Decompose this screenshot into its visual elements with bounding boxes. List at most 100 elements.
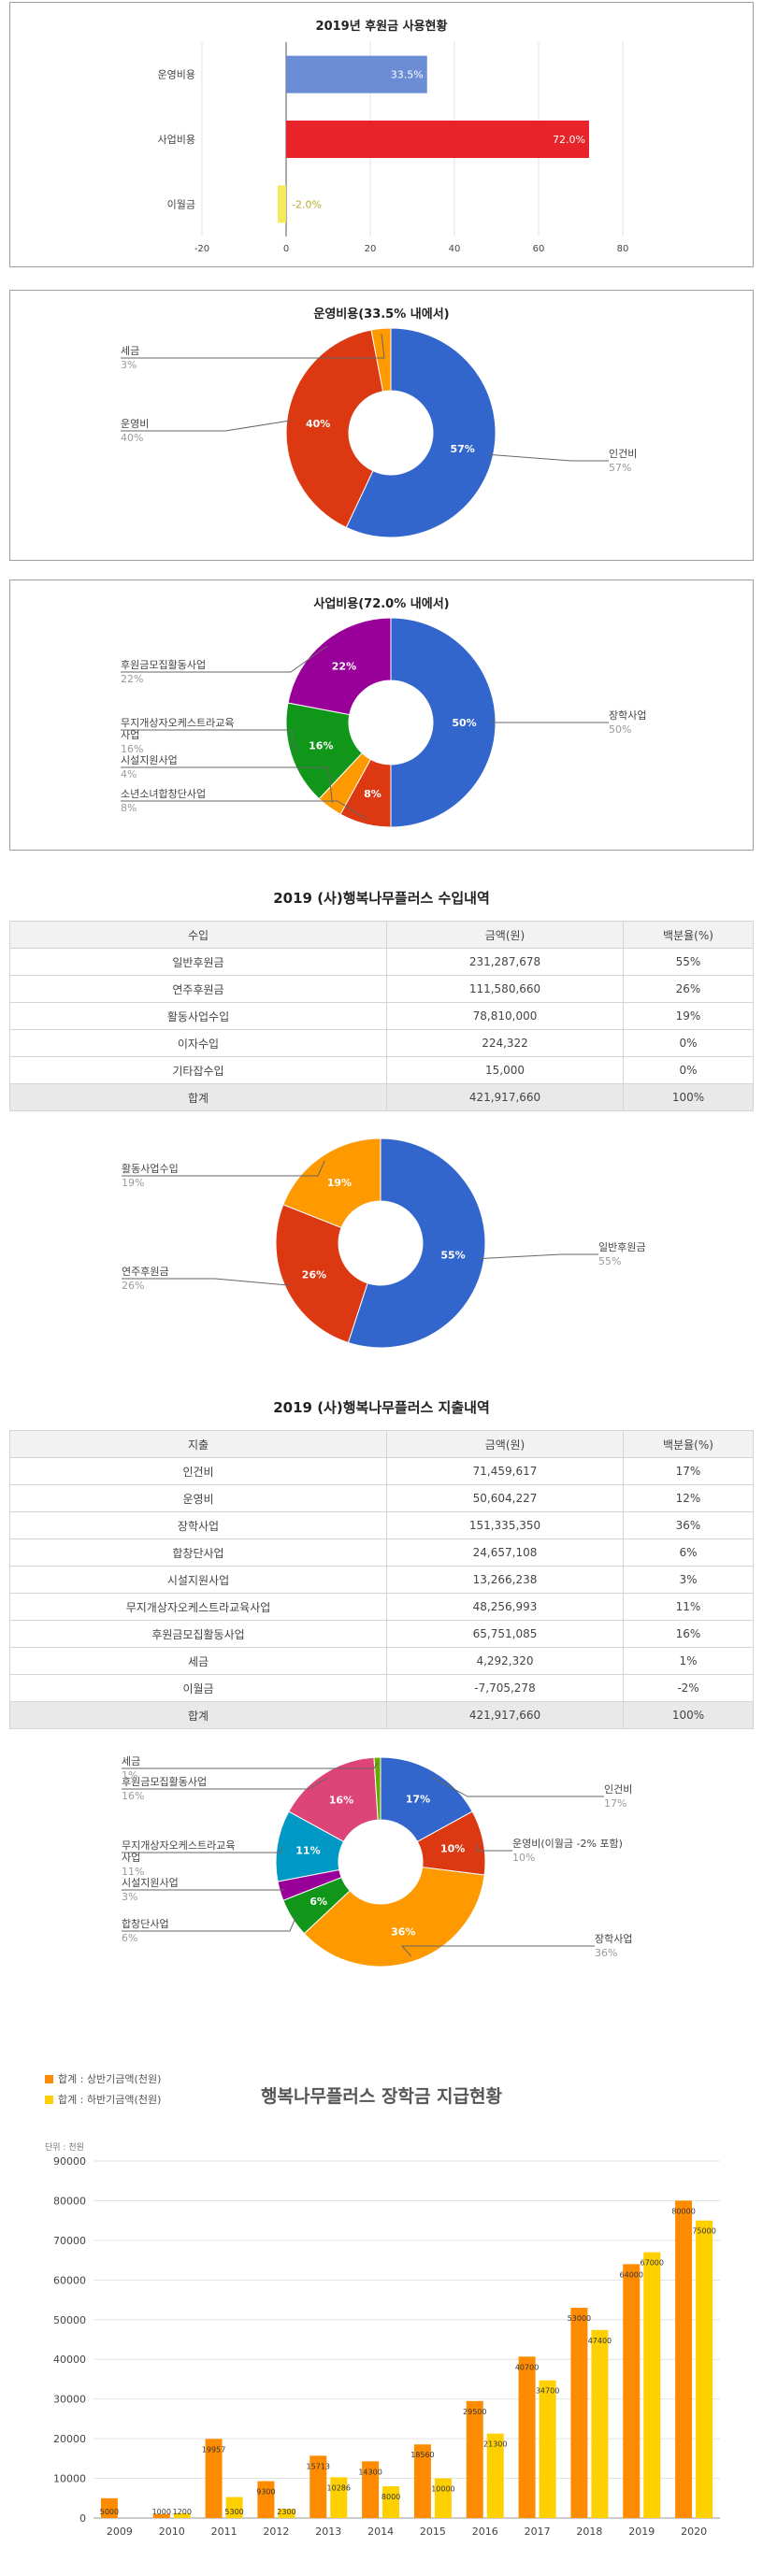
header-cell: 금액(원) [386, 1430, 624, 1458]
table-cell: 151,335,350 [386, 1511, 624, 1539]
callout-line [122, 1762, 379, 1769]
table-cell: 36% [623, 1511, 754, 1539]
tick-label: 20 [365, 244, 377, 254]
bar [100, 2497, 118, 2518]
table-cell: 1% [623, 1647, 754, 1675]
table-cell: 71,459,617 [386, 1457, 624, 1485]
bar [696, 2220, 713, 2518]
table-row: 이자수입 224,322 0% [9, 1029, 754, 1057]
pie-slice [345, 327, 497, 538]
data-label: 14300 [358, 2468, 382, 2476]
operating-pie-panel: 운영비용(33.5% 내에서) 57% 40% 인건비 57% 운영비 40% 세금 3% [9, 290, 754, 561]
slice-label: 11% [295, 1845, 320, 1857]
legend-label: 합계 : 상반기금액(천원) [58, 2073, 162, 2085]
bar [518, 2356, 536, 2518]
table-cell: 인건비 [9, 1457, 387, 1485]
table-cell: 6% [623, 1538, 754, 1567]
data-label: 33.5% [391, 69, 424, 81]
usage-chart-panel: 2019년 후원금 사용현황 -20 0 20 40 60 80 운영비용 33.5% 사업비용… [9, 2, 754, 267]
bar [278, 185, 286, 223]
data-label: -2.0% [292, 198, 322, 210]
table-cell: 이자수입 [9, 1029, 387, 1057]
bar [413, 2444, 431, 2518]
tick-label: 40 [449, 244, 461, 254]
table-cell: 이월금 [9, 1674, 387, 1702]
callout-pct: 16% [121, 743, 143, 755]
bar [362, 2461, 380, 2518]
income-title: 2019 (사)행복나무플러스 수입내역 [273, 890, 490, 907]
data-label: 5000 [100, 2508, 119, 2516]
x-tick-label: 2018 [576, 2526, 602, 2538]
data-label: 10000 [431, 2485, 454, 2494]
data-label: 18560 [410, 2451, 434, 2459]
total-cell: 합계 [9, 1701, 387, 1729]
table-cell: 78,810,000 [386, 1002, 624, 1030]
x-tick-label: 2009 [107, 2526, 133, 2538]
slice-label: 50% [452, 717, 476, 729]
callout-line [121, 729, 297, 753]
data-label: 72.0% [553, 134, 585, 146]
bar [152, 2513, 170, 2518]
callout-line [122, 1160, 325, 1177]
callout-line [487, 453, 609, 462]
tick-label: 60 [533, 244, 545, 254]
tick-label: 80 [617, 244, 629, 254]
table-header-row: 지출 금액(원) 백분율(%) [9, 1430, 754, 1458]
data-label: 80000 [671, 2207, 695, 2215]
callout-line [400, 1945, 595, 1957]
callout-name: 시설지원사업 [121, 754, 178, 766]
bar [278, 2509, 295, 2518]
callout-pct: 57% [609, 462, 631, 474]
category-label: 사업비용 [158, 134, 195, 146]
bar [466, 2400, 483, 2518]
table-cell: 17% [623, 1457, 754, 1485]
callout-pct: 1% [122, 1769, 137, 1782]
callout-line [479, 1253, 598, 1260]
data-label: 19957 [202, 2445, 225, 2454]
data-label: 9300 [256, 2488, 275, 2497]
table-cell: 55% [623, 948, 754, 976]
table-cell: 운영비 [9, 1484, 387, 1512]
table-cell: 4,292,320 [386, 1647, 624, 1675]
business-pie-panel: 사업비용(72.0% 내에서) 50% 8% 16% 22% 장학사업 50% 소년소녀합창… [9, 580, 754, 851]
pie-slice [390, 617, 497, 828]
table-cell: 231,287,678 [386, 948, 624, 976]
bar [286, 55, 427, 93]
y-tick-label: 50000 [53, 2314, 86, 2326]
bar [591, 2329, 609, 2518]
callout-name: 후원금모집활동사업 [121, 658, 206, 671]
tick-label: -20 [194, 244, 209, 254]
callout-name: 후원금모집활동사업 [122, 1775, 207, 1788]
callout-name: 소년소녀합창단사업 [121, 788, 206, 800]
bar [330, 2477, 348, 2518]
slice-label: 26% [302, 1268, 326, 1281]
slice-label: 57% [450, 443, 474, 455]
table-cell: 15,000 [386, 1056, 624, 1084]
callout-pct: 50% [609, 723, 631, 736]
x-tick-label: 2014 [367, 2526, 394, 2538]
x-tick-label: 2017 [525, 2526, 551, 2538]
callout-name: 무지개상자오케스트라교육 [121, 717, 234, 729]
table-cell: 장학사업 [9, 1511, 387, 1539]
business-donut-chart: 50%8%16%22%장학사업50%소년소녀합창단사업8%시설지원사업4%무지개… [121, 617, 646, 828]
table-total-row: 합계 421,917,660 100% [9, 1701, 754, 1729]
x-tick-label: 2016 [472, 2526, 498, 2538]
data-label: 64000 [620, 2270, 643, 2279]
data-label: 75000 [692, 2227, 715, 2236]
bar [382, 2486, 400, 2518]
table-row: 활동사업수입 78,810,000 19% [9, 1002, 754, 1030]
operating-donut-chart: 57% 40% 인건비 57% 운영비 40% 세금 3% [121, 327, 637, 538]
slice-label: 55% [440, 1249, 465, 1261]
slice-label: 6% [310, 1896, 327, 1908]
callout-line [122, 1846, 283, 1853]
callout-name: 장학사업 [595, 1933, 632, 1945]
table-cell: 19% [623, 1002, 754, 1030]
total-cell: 421,917,660 [386, 1083, 624, 1111]
data-label: 29500 [463, 2408, 486, 2416]
table-row: 운영비 50,604,227 12% [9, 1484, 754, 1512]
bar [310, 2455, 327, 2518]
x-tick-label: 2010 [159, 2526, 185, 2538]
table-row: 세금 4,292,320 1% [9, 1647, 754, 1675]
bar [623, 2264, 641, 2518]
